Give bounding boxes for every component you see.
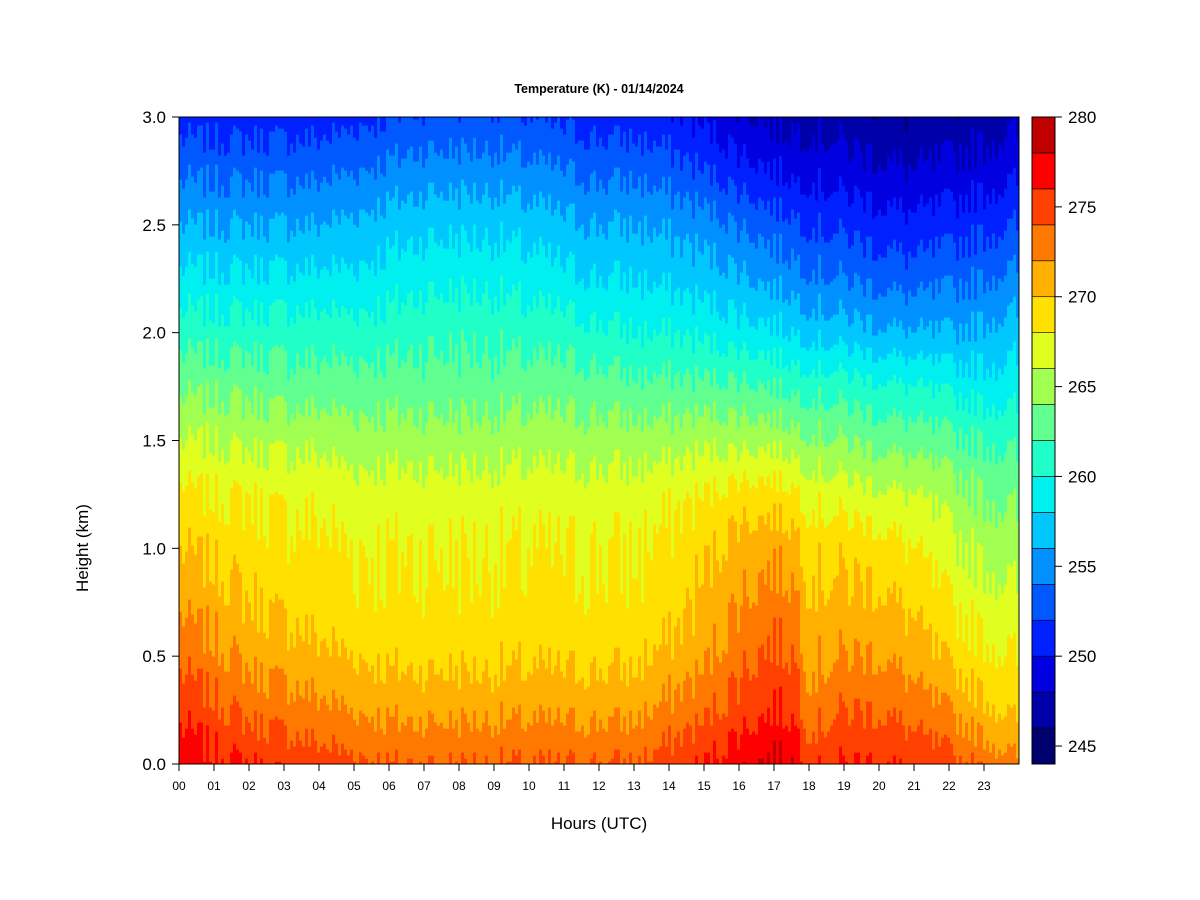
colorbar-swatch	[1031, 404, 1056, 441]
colorbar-swatch	[1031, 152, 1056, 190]
x-tick-label: 03	[277, 779, 291, 793]
colorbar-swatch	[1031, 260, 1056, 298]
x-tick-label: 19	[837, 779, 851, 793]
colorbar-frame	[1031, 116, 1056, 765]
x-tick-label: 01	[207, 779, 221, 793]
y-tick-label: 1.0	[142, 539, 166, 558]
x-tick-label: 16	[732, 779, 746, 793]
colorbar-swatch	[1031, 691, 1056, 729]
x-tick-label: 07	[417, 779, 431, 793]
x-tick-label: 12	[592, 779, 606, 793]
x-tick-label: 09	[487, 779, 501, 793]
x-tick-label: 06	[382, 779, 396, 793]
x-axis-label: Hours (UTC)	[551, 814, 647, 833]
y-tick-label: 2.0	[142, 324, 166, 343]
colorbar-swatch	[1031, 655, 1056, 693]
x-tick-label: 17	[767, 779, 781, 793]
x-tick-label: 13	[627, 779, 641, 793]
colorbar-swatch	[1031, 188, 1056, 226]
y-tick-label: 3.0	[142, 108, 166, 127]
x-tick-label: 04	[312, 779, 326, 793]
colorbar-tick-label: 280	[1068, 108, 1096, 127]
x-tick-label: 00	[172, 779, 186, 793]
y-tick-label: 0.0	[142, 755, 166, 774]
colorbar-tick-label: 255	[1068, 557, 1096, 576]
colorbar-swatch	[1031, 476, 1056, 513]
x-tick-label: 14	[662, 779, 676, 793]
y-tick-label: 0.5	[142, 647, 166, 666]
colorbar-swatch	[1031, 296, 1056, 333]
colorbar-swatch	[1031, 440, 1056, 477]
colorbar: 245 250 255 260 265 270 275 280	[1031, 108, 1096, 765]
x-tick-label: 10	[522, 779, 536, 793]
y-tick-label: 1.5	[142, 432, 166, 451]
x-axis: 00 01 02 03 04 05 06 07 08 09 10 11 12 13 14 15 16 17 18 19…	[172, 764, 991, 793]
x-tick-label: 08	[452, 779, 466, 793]
colorbar-swatch	[1031, 332, 1056, 369]
x-tick-label: 11	[558, 779, 571, 793]
chart-title: Temperature (K) - 01/14/2024	[514, 82, 683, 96]
colorbar-swatch	[1031, 619, 1056, 657]
x-tick-label: 15	[697, 779, 711, 793]
colorbar-tick-label: 265	[1068, 378, 1096, 397]
x-tick-label: 20	[872, 779, 886, 793]
x-tick-label: 23	[977, 779, 991, 793]
colorbar-swatch	[1031, 368, 1056, 405]
y-axis: 0.0 0.5 1.0 1.5 2.0 2.5 3.0	[142, 108, 179, 774]
colorbar-tick-label: 260	[1068, 467, 1096, 486]
plot-area	[179, 117, 1019, 764]
colorbar-swatch	[1031, 548, 1056, 585]
colorbar-swatch	[1031, 583, 1056, 621]
colorbar-swatch	[1031, 224, 1056, 262]
y-axis-label: Height (km)	[73, 504, 92, 592]
colorbar-tick-label: 270	[1068, 288, 1096, 307]
colorbar-swatch	[1031, 727, 1056, 765]
x-tick-label: 18	[802, 779, 816, 793]
colorbar-swatch	[1031, 512, 1056, 549]
x-tick-label: 02	[242, 779, 256, 793]
colorbar-tick-label: 250	[1068, 647, 1096, 666]
colorbar-tick-label: 275	[1068, 198, 1096, 217]
x-tick-label: 22	[942, 779, 956, 793]
x-tick-label: 05	[347, 779, 361, 793]
colorbar-tick-label: 245	[1068, 737, 1096, 756]
y-tick-label: 2.5	[142, 216, 166, 235]
x-tick-label: 21	[907, 779, 921, 793]
colorbar-swatch	[1031, 116, 1056, 154]
